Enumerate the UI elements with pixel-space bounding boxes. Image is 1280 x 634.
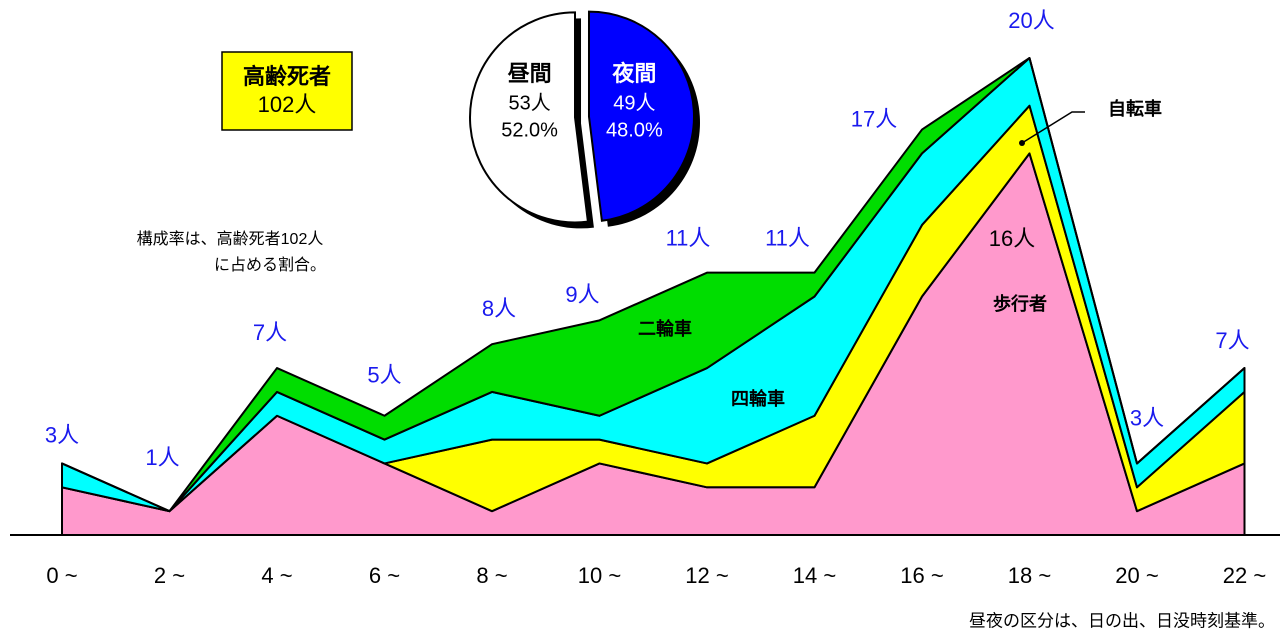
x-tick-label: 18 ~ xyxy=(1008,563,1051,588)
pie-percent-label: 48.0% xyxy=(606,119,663,141)
total-label: 20人 xyxy=(1008,8,1054,33)
footnote: 昼夜の区分は、日の出、日没時刻基準。 xyxy=(969,611,1275,630)
x-tick-label: 8 ~ xyxy=(476,563,507,588)
x-tick-label: 0 ~ xyxy=(46,563,77,588)
x-tick-label: 14 ~ xyxy=(793,563,836,588)
area xyxy=(61,57,1246,513)
leader-dot xyxy=(1019,140,1025,146)
series-label: 二輪車 xyxy=(638,318,692,339)
x-tick-label: 16 ~ xyxy=(900,563,943,588)
pie-percent-label: 52.0% xyxy=(501,119,558,141)
pie-name: 夜間 xyxy=(611,61,656,86)
total-label: 11人 xyxy=(765,225,810,250)
total-label: 11人 xyxy=(666,225,711,250)
series-label: 自転車 xyxy=(1108,98,1162,119)
x-tick-label: 12 ~ xyxy=(685,563,728,588)
total-label: 5人 xyxy=(367,363,401,388)
pie-slice xyxy=(469,11,590,224)
pie-name: 昼間 xyxy=(508,61,552,86)
total-box xyxy=(221,51,353,131)
total-label: 3人 xyxy=(45,422,79,447)
note-line: 構成率は、高齢死者102人 xyxy=(137,230,324,248)
total-label: 1人 xyxy=(145,445,179,470)
total-label: 3人 xyxy=(1130,405,1164,430)
x-tick-label: 4 ~ xyxy=(261,563,292,588)
series-label: 四輪車 xyxy=(731,388,785,409)
total-label: 8人 xyxy=(482,296,516,321)
pie-slice xyxy=(587,10,695,222)
total-label: 9人 xyxy=(565,282,599,307)
pedestrian-label: 16人 xyxy=(989,226,1035,251)
box-title: 高齢死者 xyxy=(243,64,331,89)
total-label: 7人 xyxy=(253,320,287,345)
leader-line xyxy=(1021,111,1085,144)
series-label: 歩行者 xyxy=(993,293,1047,314)
box-value: 102人 xyxy=(258,92,317,117)
x-tick-label: 22 ~ xyxy=(1223,563,1266,588)
x-tick-label: 10 ~ xyxy=(578,563,621,588)
x-tick-label: 2 ~ xyxy=(154,563,185,588)
note-line: に占める割合。 xyxy=(214,256,326,274)
pie-value-label: 49人 xyxy=(613,91,655,114)
x-tick-label: 6 ~ xyxy=(369,563,400,588)
total-label: 17人 xyxy=(851,106,897,131)
pie-value-label: 53人 xyxy=(508,91,550,114)
total-label: 7人 xyxy=(1215,328,1249,353)
x-tick-label: 20 ~ xyxy=(1115,563,1158,588)
